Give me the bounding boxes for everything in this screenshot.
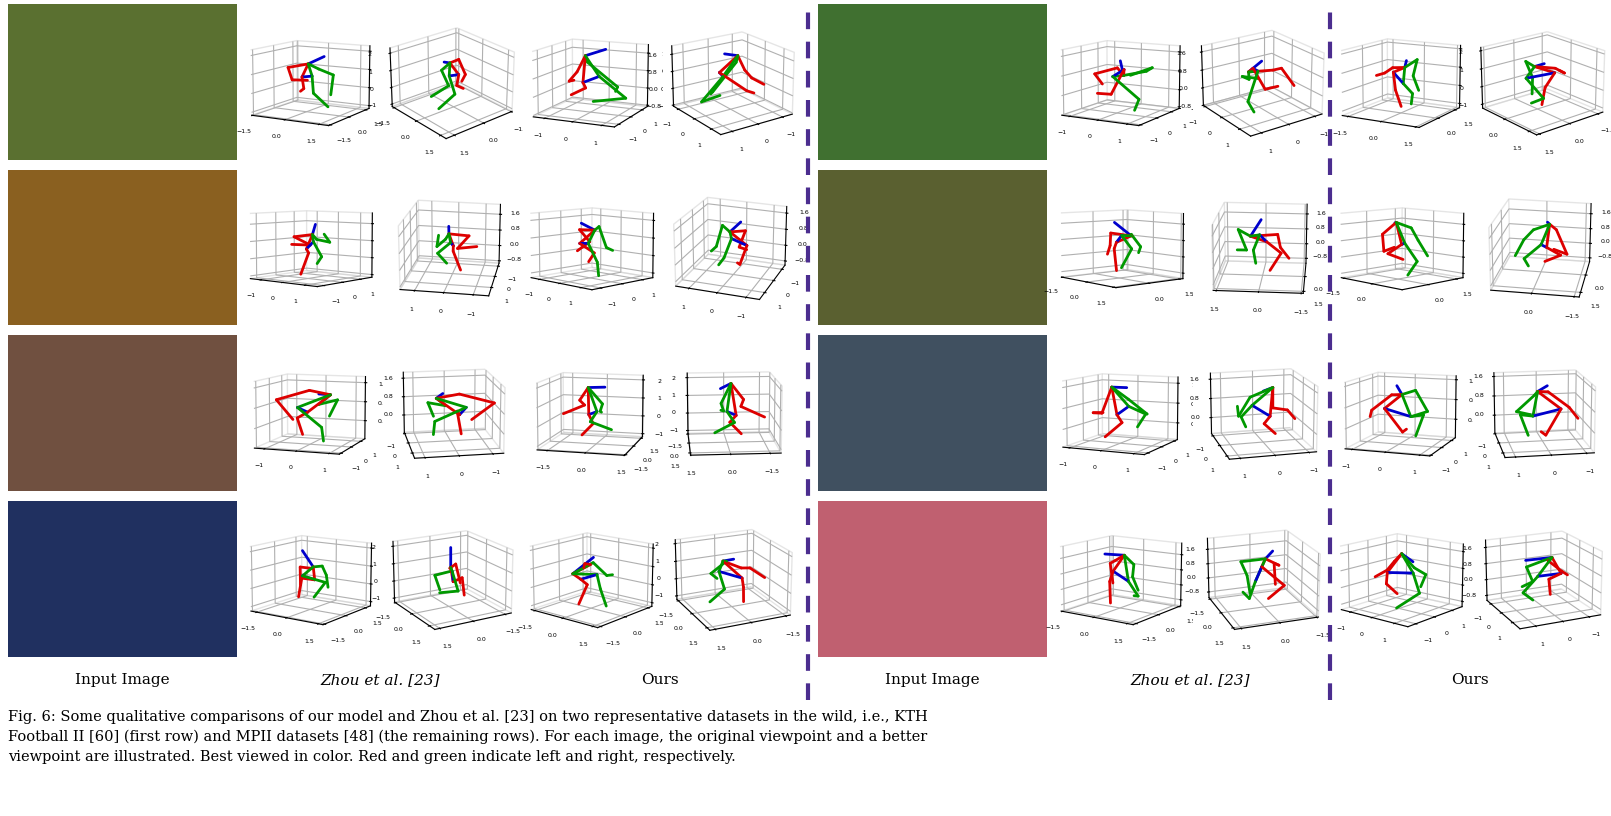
Text: Input Image: Input Image — [886, 673, 979, 687]
Text: Zhou et al. [23]: Zhou et al. [23] — [1131, 673, 1250, 687]
Text: Input Image: Input Image — [76, 673, 169, 687]
Text: Zhou et al. [23]: Zhou et al. [23] — [321, 673, 440, 687]
Text: Ours: Ours — [1452, 673, 1489, 687]
Text: Ours: Ours — [641, 673, 678, 687]
Text: Fig. 6: Some qualitative comparisons of our model and Zhou et al. [23] on two re: Fig. 6: Some qualitative comparisons of … — [8, 710, 928, 764]
